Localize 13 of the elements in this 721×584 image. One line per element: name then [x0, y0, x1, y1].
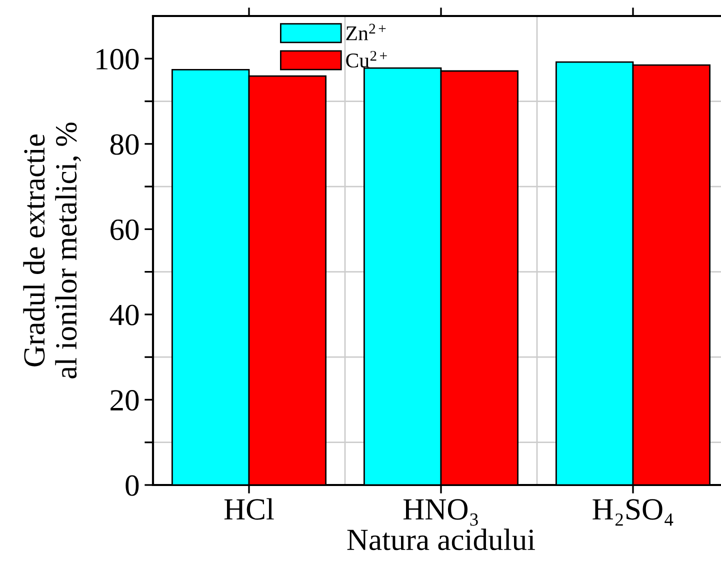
y-tick-label: 100: [96, 48, 139, 70]
x-tick-label: H₂SO₄: [592, 499, 674, 526]
x-tick-label: HCl: [224, 498, 274, 520]
y-tick-label: 0: [126, 475, 139, 496]
legend-label: Cu$^{2+}$: [346, 50, 387, 68]
y-tick-label: 80: [110, 134, 139, 155]
y-tick-label: 60: [110, 219, 139, 240]
legend-label: Zn$^{2+}$: [346, 24, 386, 40]
x-tick-label: HNO₃: [403, 499, 478, 526]
x-axis-title: Natura acidului: [347, 528, 536, 550]
y-tick-label: 20: [110, 390, 139, 411]
y-axis-title: Gradul de extractie al ionilor metalici, %: [23, 122, 82, 378]
y-tick-label: 40: [110, 304, 139, 326]
